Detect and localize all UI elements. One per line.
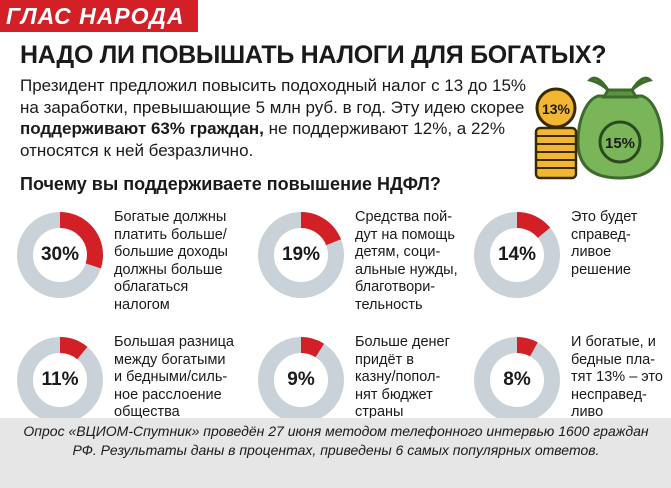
coin-label: 13% xyxy=(542,101,571,117)
donut-value-label: 9% xyxy=(287,369,315,390)
answer-text: Больше денег придёт в казну/попол-нят бюдж… xyxy=(355,334,450,420)
answer-text: И богатые, и бедные пла-тят 13% – это несп… xyxy=(571,334,663,420)
donut-chart xyxy=(474,212,560,298)
answer-text: Это будет справед-ливое решение xyxy=(571,209,638,278)
headline: НАДО ЛИ ПОВЫШАТЬ НАЛОГИ ДЛЯ БОГАТЫХ? xyxy=(20,41,607,69)
lead-paragraph: Президент предложил повысить подоходный … xyxy=(20,75,530,161)
donut-slice xyxy=(258,212,344,298)
donut-chart xyxy=(258,337,344,423)
money-illustration: 15% 13% xyxy=(534,76,664,180)
bag-label: 15% xyxy=(605,135,635,152)
footnote-band: Опрос «ВЦИОМ-Спутник» проведён 27 июня м… xyxy=(0,418,671,488)
donut-value-label: 11% xyxy=(41,369,79,390)
donut-slice xyxy=(17,212,103,298)
donut-value-label: 30% xyxy=(40,244,80,265)
donut-value-label: 14% xyxy=(497,244,537,265)
donut-slice xyxy=(474,212,560,298)
lead-text-part1: Президент предложил повысить подоходный … xyxy=(20,76,527,117)
donut-chart xyxy=(17,337,103,423)
lead-text-bold: поддерживают 63% граждан, xyxy=(20,119,264,138)
footnote-text: Опрос «ВЦИОМ-Спутник» проведён 27 июня м… xyxy=(23,423,649,458)
donut-slice xyxy=(258,337,344,423)
coin-stack-icon: 13% xyxy=(534,87,578,180)
donut-chart xyxy=(258,212,344,298)
lead-text-part2: не поддерживают 12%, а 22% относятся к н… xyxy=(20,119,505,160)
rubric-label: ГЛАС НАРОДА xyxy=(0,0,199,32)
donut-value-label: 8% xyxy=(503,369,531,390)
donut-slice xyxy=(17,337,103,423)
answer-text: Большая разница между богатыми и бедными/с… xyxy=(114,334,234,420)
answer-text: Богатые должны платить больше/большие дох… xyxy=(114,209,228,313)
donut-chart xyxy=(474,337,560,423)
donut-value-label: 19% xyxy=(281,244,321,265)
answer-text: Средства пой-дут на помощь детям, соци-ал… xyxy=(355,209,458,313)
money-bag-icon: 15% xyxy=(576,76,664,180)
chart-question: Почему вы поддерживаете повышение НДФЛ? xyxy=(20,174,441,194)
donut-chart xyxy=(17,212,103,298)
donut-slice xyxy=(474,337,560,423)
